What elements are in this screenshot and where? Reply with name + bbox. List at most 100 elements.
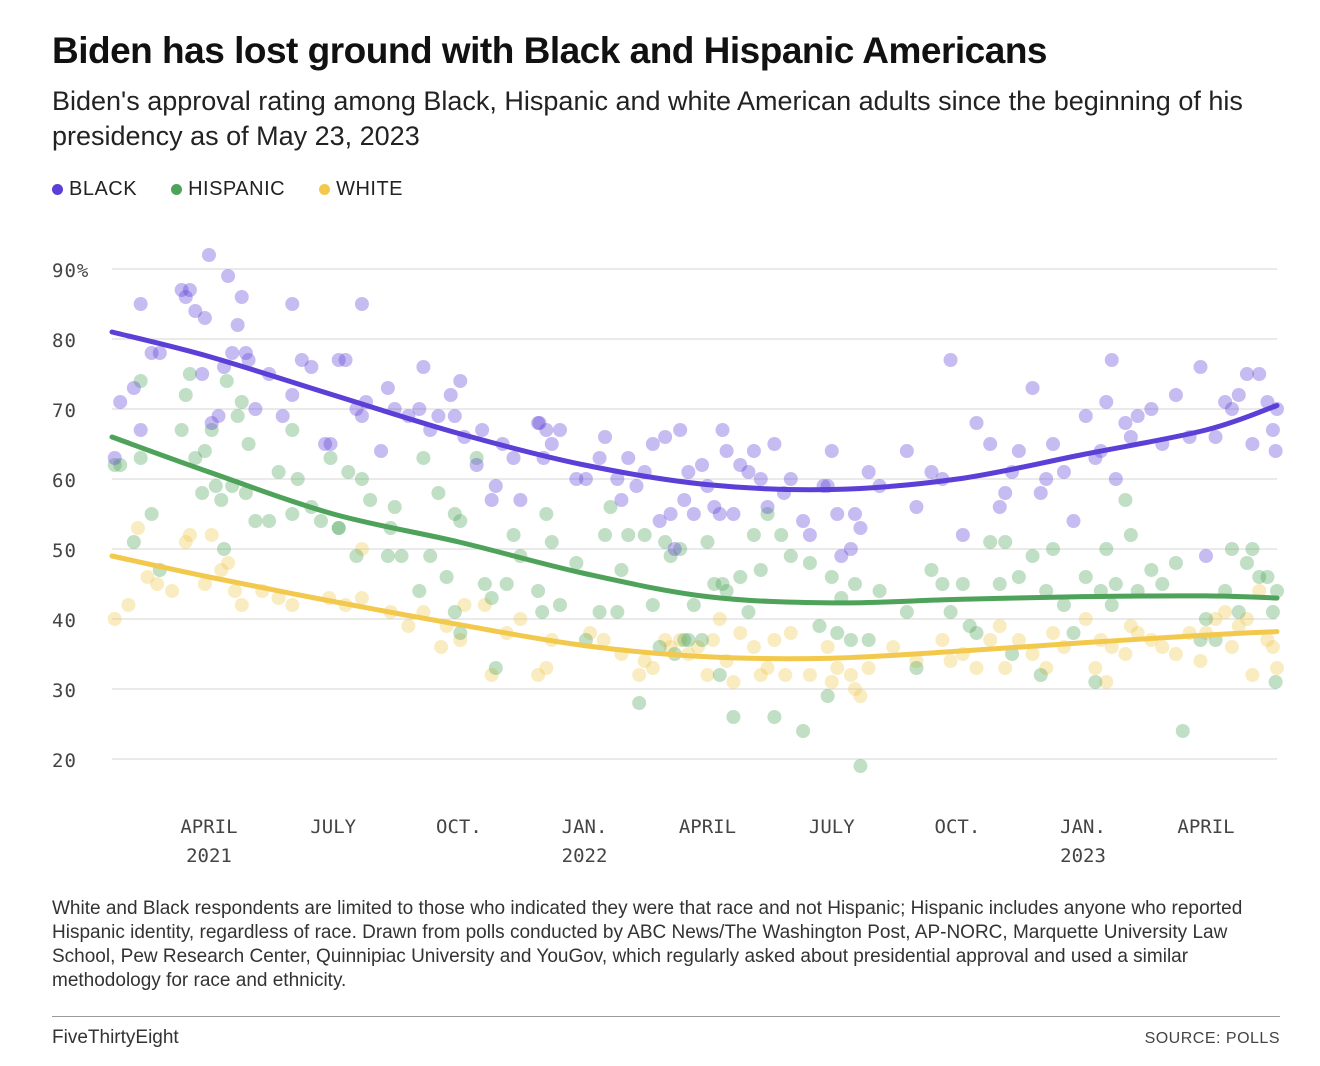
data-point-white	[663, 640, 678, 654]
data-point-white	[1118, 647, 1133, 661]
data-point-black	[182, 283, 197, 297]
data-point-hispanic	[323, 451, 338, 465]
data-point-hispanic	[733, 570, 748, 584]
data-point-hispanic	[506, 528, 521, 542]
data-point-white	[121, 598, 136, 612]
data-point-white	[632, 668, 647, 682]
data-point-black	[1265, 423, 1280, 437]
data-point-white	[1270, 661, 1284, 675]
y-tick-label: 40	[52, 610, 77, 632]
data-point-black	[195, 367, 210, 381]
data-point-white	[271, 591, 286, 605]
data-point-hispanic	[962, 619, 977, 633]
data-point-black	[201, 248, 216, 262]
data-point-white	[830, 661, 845, 675]
data-point-hispanic	[802, 556, 817, 570]
data-point-black	[686, 507, 701, 521]
data-point-hispanic	[552, 598, 567, 612]
data-point-black	[969, 416, 984, 430]
data-point-hispanic	[872, 584, 887, 598]
data-point-hispanic	[783, 549, 798, 563]
data-point-black	[998, 486, 1013, 500]
data-point-hispanic	[431, 486, 446, 500]
data-point-black	[285, 297, 300, 311]
data-point-black	[1118, 416, 1133, 430]
data-point-hispanic	[197, 444, 212, 458]
data-point-black	[354, 297, 369, 311]
data-point-hispanic	[621, 528, 636, 542]
data-point-hispanic	[484, 591, 499, 605]
data-point-black	[531, 416, 546, 430]
data-point-white	[802, 668, 817, 682]
data-point-white	[767, 633, 782, 647]
data-point-hispanic	[208, 479, 223, 493]
data-point-black	[539, 423, 554, 437]
data-point-hispanic	[712, 668, 727, 682]
data-point-hispanic	[539, 507, 554, 521]
data-point-black	[331, 353, 346, 367]
data-point-black	[610, 472, 625, 486]
data-point-black	[983, 437, 998, 451]
data-point-hispanic	[331, 521, 346, 535]
data-point-white	[150, 577, 165, 591]
legend-swatch-white	[319, 184, 331, 195]
brand-label: FiveThirtyEight	[52, 1027, 179, 1048]
data-point-hispanic	[1118, 493, 1133, 507]
data-point-black	[374, 444, 389, 458]
trend-line-white	[109, 553, 1280, 662]
data-point-hispanic	[924, 563, 939, 577]
data-point-white	[1218, 605, 1233, 619]
data-point-black	[469, 458, 484, 472]
data-point-hispanic	[1039, 584, 1054, 598]
data-point-black	[238, 346, 253, 360]
data-point-black	[830, 507, 845, 521]
data-point-hispanic	[824, 570, 839, 584]
data-point-hispanic	[569, 556, 584, 570]
data-point-hispanic	[219, 374, 234, 388]
data-point-white	[531, 668, 546, 682]
data-point-white	[726, 675, 741, 689]
data-point-white	[1193, 654, 1208, 668]
data-point-black	[746, 444, 761, 458]
data-point-white	[1245, 668, 1260, 682]
data-point-black	[1198, 549, 1213, 563]
data-point-hispanic	[998, 535, 1013, 549]
data-point-black	[681, 465, 696, 479]
data-point-black	[221, 269, 236, 283]
data-point-hispanic	[285, 423, 300, 437]
x-tick-label: APRIL	[180, 816, 237, 838]
data-point-hispanic	[290, 472, 305, 486]
data-point-white	[824, 675, 839, 689]
data-point-white	[658, 633, 673, 647]
data-point-hispanic	[1088, 675, 1103, 689]
data-point-black	[248, 402, 263, 416]
data-point-black	[715, 423, 730, 437]
data-point-black	[354, 409, 369, 423]
data-point-hispanic	[349, 549, 364, 563]
data-point-black	[677, 493, 692, 507]
data-point-hispanic	[216, 542, 231, 556]
data-point-black	[924, 465, 939, 479]
data-point-hispanic	[133, 374, 148, 388]
data-point-hispanic	[592, 605, 607, 619]
data-point-white	[1099, 675, 1114, 689]
data-point-white	[513, 612, 528, 626]
data-point-white	[983, 633, 998, 647]
data-point-hispanic	[313, 514, 328, 528]
data-point-hispanic	[439, 570, 454, 584]
data-point-black	[834, 549, 849, 563]
x-tick-label: JULY	[310, 816, 356, 838]
data-point-hispanic	[1245, 542, 1260, 556]
data-point-hispanic	[195, 486, 210, 500]
data-point-black	[760, 500, 775, 514]
legend-label-white: WHITE	[336, 178, 404, 200]
data-point-hispanic	[603, 500, 618, 514]
data-point-black	[695, 458, 710, 472]
data-point-white	[354, 542, 369, 556]
data-point-hispanic	[1005, 647, 1020, 661]
data-point-black	[380, 381, 395, 395]
data-point-white	[998, 661, 1013, 675]
data-point-hispanic	[113, 458, 128, 472]
data-point-black	[1144, 402, 1159, 416]
data-point-hispanic	[453, 626, 468, 640]
